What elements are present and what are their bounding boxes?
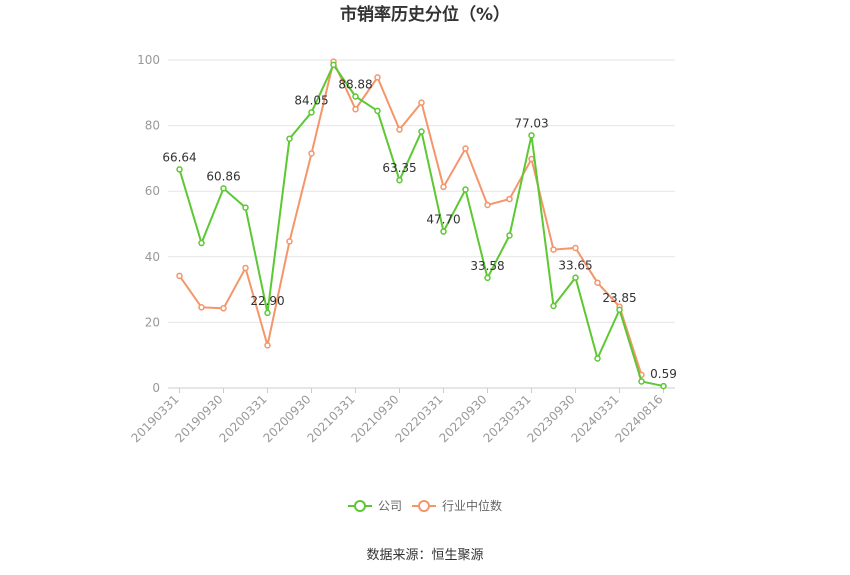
data-label: 60.86 bbox=[206, 169, 240, 183]
x-tick-label: 20240816 bbox=[613, 392, 666, 445]
data-point[interactable] bbox=[308, 150, 315, 157]
data-point[interactable] bbox=[374, 74, 381, 81]
data-source: 数据来源：恒生聚源 bbox=[366, 548, 483, 563]
legend-label-industry: 行业中位数 bbox=[442, 498, 502, 513]
data-point[interactable] bbox=[462, 145, 469, 152]
data-label: 0.59 bbox=[650, 367, 677, 381]
y-axis: 0 20 40 60 80 100 bbox=[137, 53, 160, 395]
data-point[interactable] bbox=[264, 309, 271, 317]
y-tick-label: 40 bbox=[145, 250, 160, 264]
data-label: 77.03 bbox=[514, 116, 548, 130]
series-line bbox=[178, 58, 643, 376]
data-point[interactable] bbox=[550, 246, 557, 253]
data-point[interactable] bbox=[220, 305, 227, 312]
data-point[interactable] bbox=[418, 99, 425, 106]
legend-marker-industry bbox=[418, 500, 430, 512]
data-point[interactable] bbox=[352, 93, 359, 100]
data-point[interactable] bbox=[550, 302, 557, 310]
data-point[interactable] bbox=[484, 274, 491, 282]
data-point[interactable] bbox=[264, 342, 271, 349]
data-point[interactable] bbox=[418, 128, 425, 135]
data-labels: 66.64 60.86 22.90 84.05 88.88 63.35 47.70 33.58… bbox=[162, 77, 677, 381]
data-label: 88.88 bbox=[338, 77, 372, 91]
data-point[interactable] bbox=[462, 186, 469, 193]
data-point[interactable] bbox=[594, 355, 601, 362]
data-label: 66.64 bbox=[162, 150, 196, 164]
data-point[interactable] bbox=[396, 176, 403, 184]
data-point[interactable] bbox=[616, 306, 623, 314]
series-line bbox=[178, 62, 664, 388]
legend-item-industry[interactable]: 行业中位数 bbox=[412, 498, 502, 513]
data-point[interactable] bbox=[198, 304, 205, 311]
data-point[interactable] bbox=[352, 105, 359, 113]
data-point[interactable] bbox=[506, 195, 513, 203]
data-point[interactable] bbox=[286, 238, 293, 245]
data-label: 22.90 bbox=[250, 294, 284, 308]
data-label: 23.85 bbox=[602, 291, 636, 305]
data-point[interactable] bbox=[176, 166, 183, 173]
legend-marker-company bbox=[354, 500, 366, 512]
data-point[interactable] bbox=[594, 279, 601, 286]
data-point[interactable] bbox=[528, 155, 535, 163]
data-point[interactable] bbox=[242, 204, 249, 211]
data-point[interactable] bbox=[484, 201, 491, 209]
y-tick-label: 0 bbox=[152, 381, 160, 395]
data-label: 84.05 bbox=[294, 93, 328, 107]
series-layer bbox=[176, 58, 667, 390]
data-label: 33.65 bbox=[558, 259, 592, 273]
data-point[interactable] bbox=[308, 109, 315, 116]
legend: 公司 行业中位数 bbox=[348, 498, 502, 513]
y-tick-label: 80 bbox=[145, 119, 160, 133]
data-point[interactable] bbox=[330, 61, 337, 69]
data-point[interactable] bbox=[660, 382, 667, 390]
data-point[interactable] bbox=[242, 264, 249, 272]
legend-label-company: 公司 bbox=[378, 499, 402, 513]
data-point[interactable] bbox=[396, 126, 403, 133]
x-axis: 2019033120190930202003312020093020210331… bbox=[129, 388, 666, 445]
y-tick-label: 60 bbox=[145, 184, 160, 198]
data-point[interactable] bbox=[440, 228, 447, 235]
y-tick-label: 100 bbox=[137, 53, 160, 67]
chart-title: 市销率历史分位（%） bbox=[340, 4, 510, 25]
data-point[interactable] bbox=[638, 378, 645, 385]
data-point[interactable] bbox=[220, 185, 227, 192]
data-point[interactable] bbox=[176, 272, 183, 280]
data-label: 33.58 bbox=[470, 259, 504, 273]
y-tick-label: 20 bbox=[145, 315, 160, 329]
series-company bbox=[176, 61, 667, 390]
data-point[interactable] bbox=[506, 232, 513, 239]
gridlines bbox=[168, 59, 675, 389]
data-label: 47.70 bbox=[426, 213, 460, 227]
data-label: 63.35 bbox=[382, 161, 416, 175]
legend-item-company[interactable]: 公司 bbox=[348, 499, 402, 513]
data-point[interactable] bbox=[374, 107, 381, 115]
data-point[interactable] bbox=[528, 132, 535, 139]
data-point[interactable] bbox=[198, 239, 205, 247]
data-point[interactable] bbox=[440, 183, 447, 191]
data-point[interactable] bbox=[286, 135, 293, 142]
data-point[interactable] bbox=[572, 274, 579, 281]
data-point[interactable] bbox=[572, 244, 579, 252]
